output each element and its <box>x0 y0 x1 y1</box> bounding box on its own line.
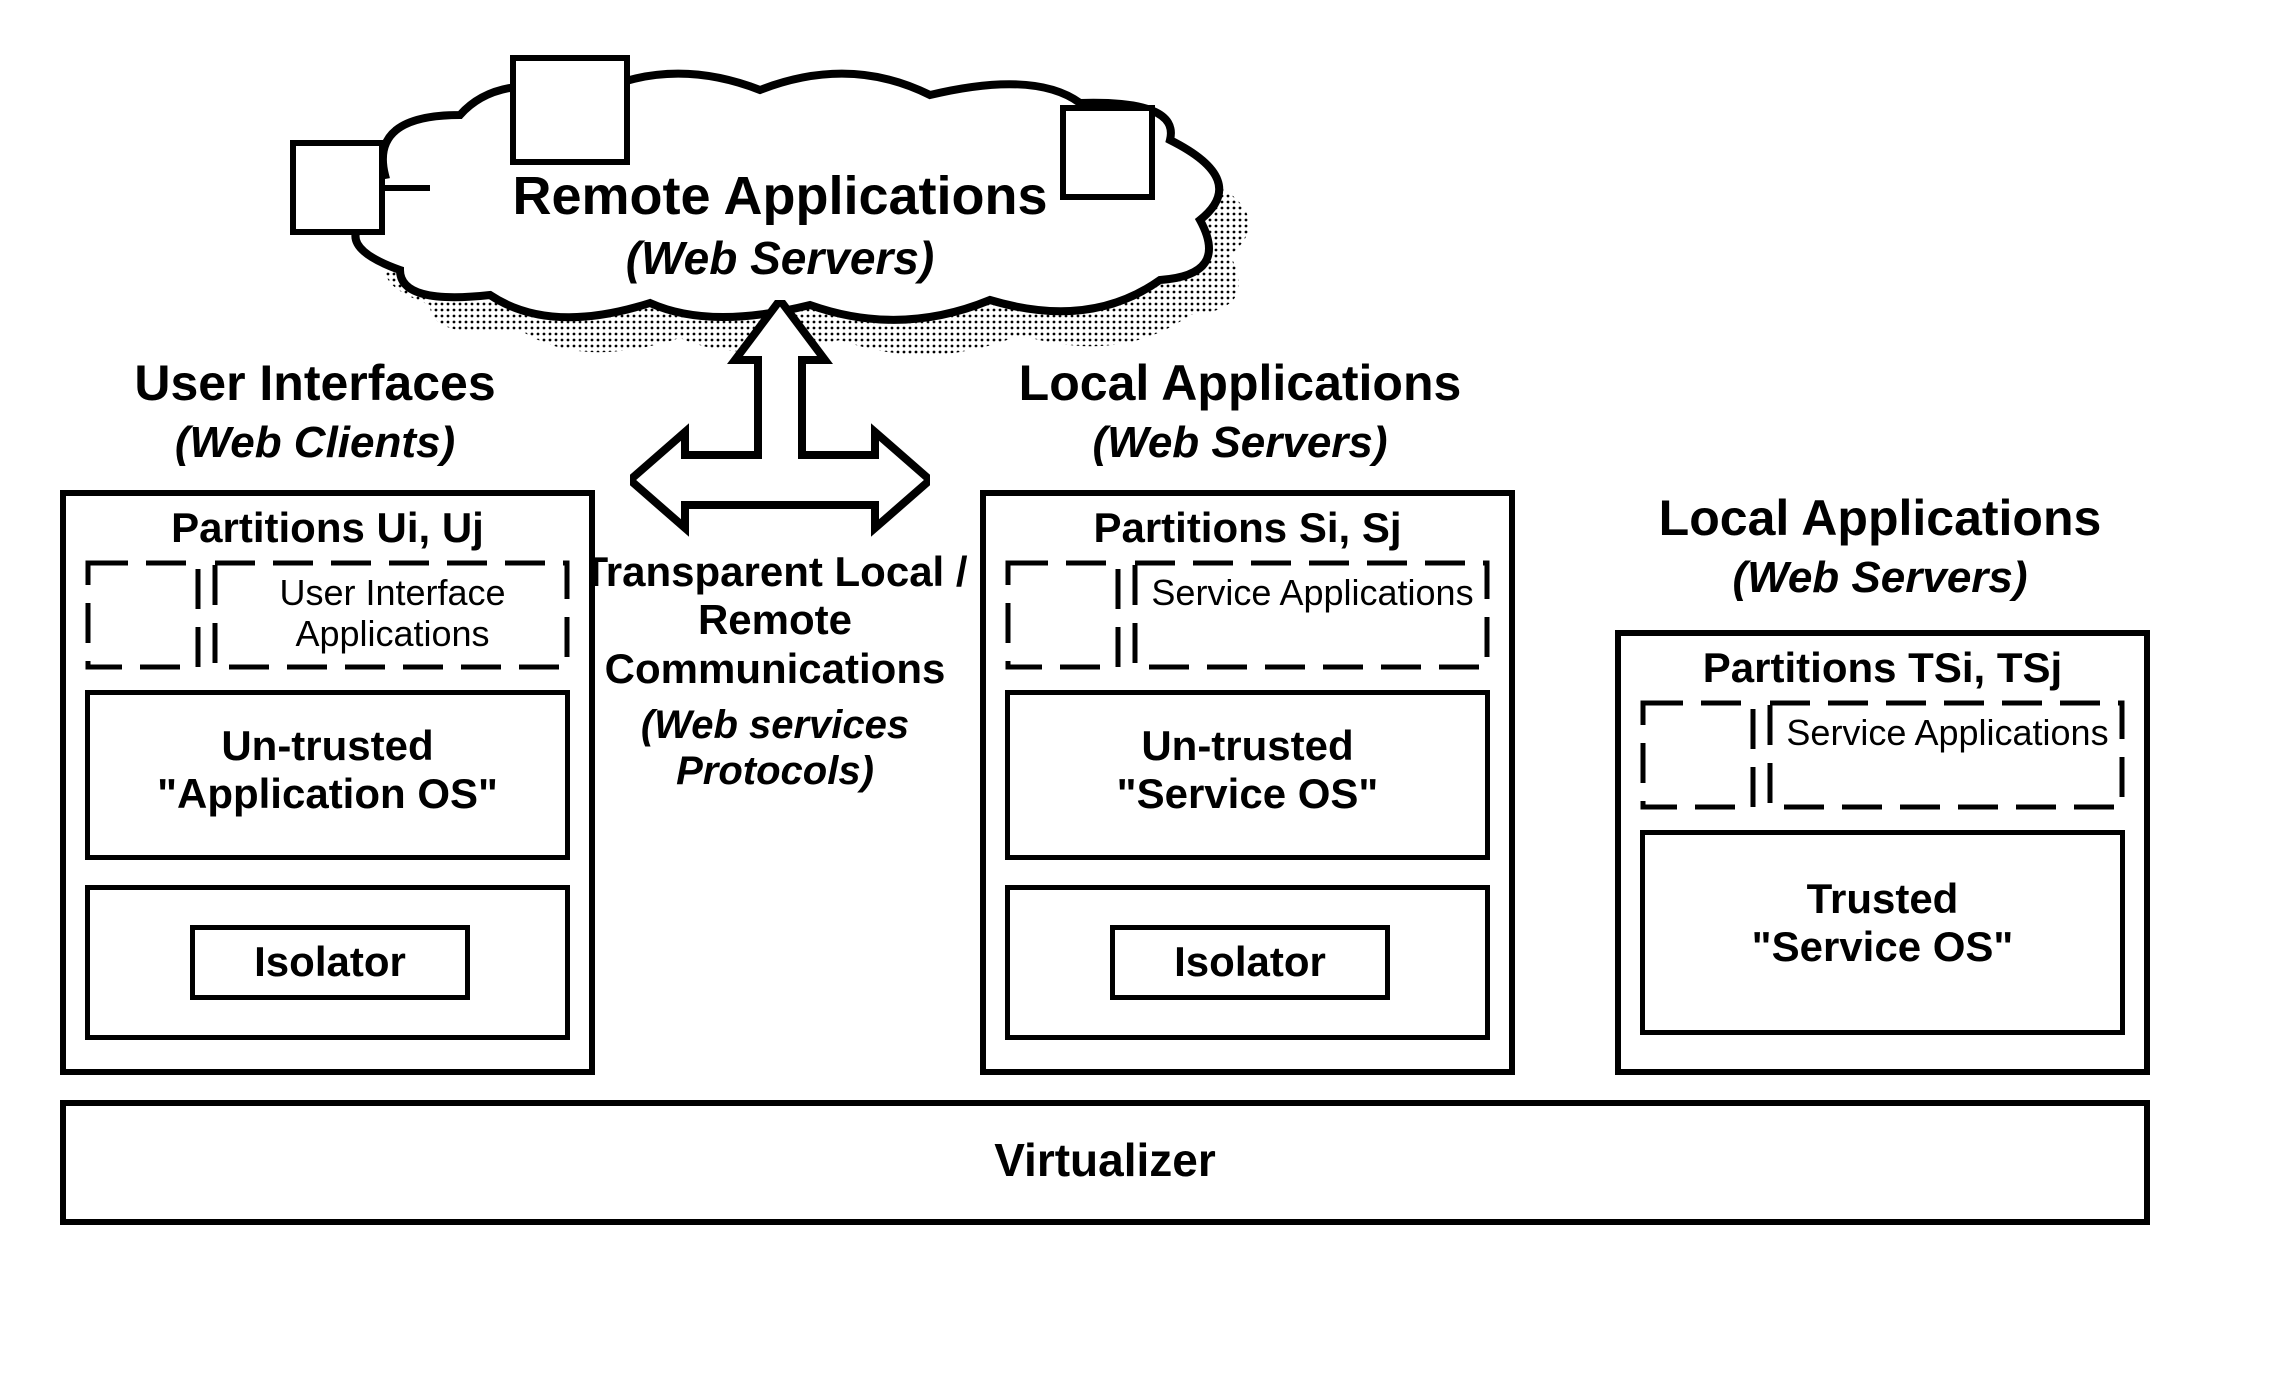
svc-isolator-label: Isolator <box>1110 938 1390 986</box>
three-way-arrow <box>630 300 930 590</box>
tsvc-os-line1: Trusted <box>1807 875 1959 922</box>
tsvc-os-label: Trusted "Service OS" <box>1640 875 2125 972</box>
tsvc-os-line2: "Service OS" <box>1752 923 2014 970</box>
svc-os-label: Un-trusted "Service OS" <box>1005 722 1490 819</box>
svc-partition-header: Partitions Si, Sj <box>980 504 1515 552</box>
ui-os-line1: Un-trusted <box>221 722 433 769</box>
tsvc-apps-label: Service Applications <box>1775 712 2120 753</box>
local-apps-2-title: Local Applications <box>1630 490 2130 548</box>
ui-apps-label: User Interface Applications <box>220 572 565 655</box>
virtualizer-label: Virtualizer <box>60 1134 2150 1187</box>
arrow-title: Transparent Local / Remote Communication… <box>575 548 975 693</box>
ui-section-subtitle: (Web Clients) <box>105 418 525 469</box>
local-apps-1-title: Local Applications <box>990 355 1490 413</box>
svc-os-line2: "Service OS" <box>1117 770 1379 817</box>
ui-os-line2: "Application OS" <box>157 770 498 817</box>
cloud-attached-box-3 <box>1060 105 1155 200</box>
svc-apps-label: Service Applications <box>1140 572 1485 613</box>
ui-partition-header: Partitions Ui, Uj <box>60 504 595 552</box>
local-apps-1-subtitle: (Web Servers) <box>990 418 1490 469</box>
ui-section-title: User Interfaces <box>105 355 525 413</box>
architecture-diagram: Remote Applications (Web Servers) Transp… <box>0 0 2288 1395</box>
arrow-subtitle: (Web services Protocols) <box>575 702 975 794</box>
cloud-attached-box-1 <box>290 140 385 235</box>
ui-isolator-label: Isolator <box>190 938 470 986</box>
cloud-attached-box-2 <box>510 55 630 165</box>
local-apps-2-subtitle: (Web Servers) <box>1630 553 2130 604</box>
svc-os-line1: Un-trusted <box>1141 722 1353 769</box>
tsvc-partition-header: Partitions TSi, TSj <box>1615 644 2150 692</box>
ui-os-label: Un-trusted "Application OS" <box>85 722 570 819</box>
